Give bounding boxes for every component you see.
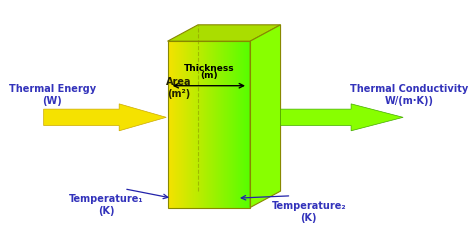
Text: Thickness: Thickness [183,64,234,73]
Polygon shape [250,25,281,208]
FancyArrow shape [44,104,166,131]
Text: (m): (m) [200,71,218,80]
Text: Thermal Conductivity
W/(m·K)): Thermal Conductivity W/(m·K)) [350,84,468,106]
FancyArrow shape [281,104,403,131]
Text: Area
(m²): Area (m²) [165,77,191,99]
Text: Temperature₁
(K): Temperature₁ (K) [69,194,144,216]
Text: Thermal Energy
(W): Thermal Energy (W) [9,84,96,106]
Text: Temperature₂
(K): Temperature₂ (K) [272,201,346,223]
Polygon shape [167,25,281,41]
